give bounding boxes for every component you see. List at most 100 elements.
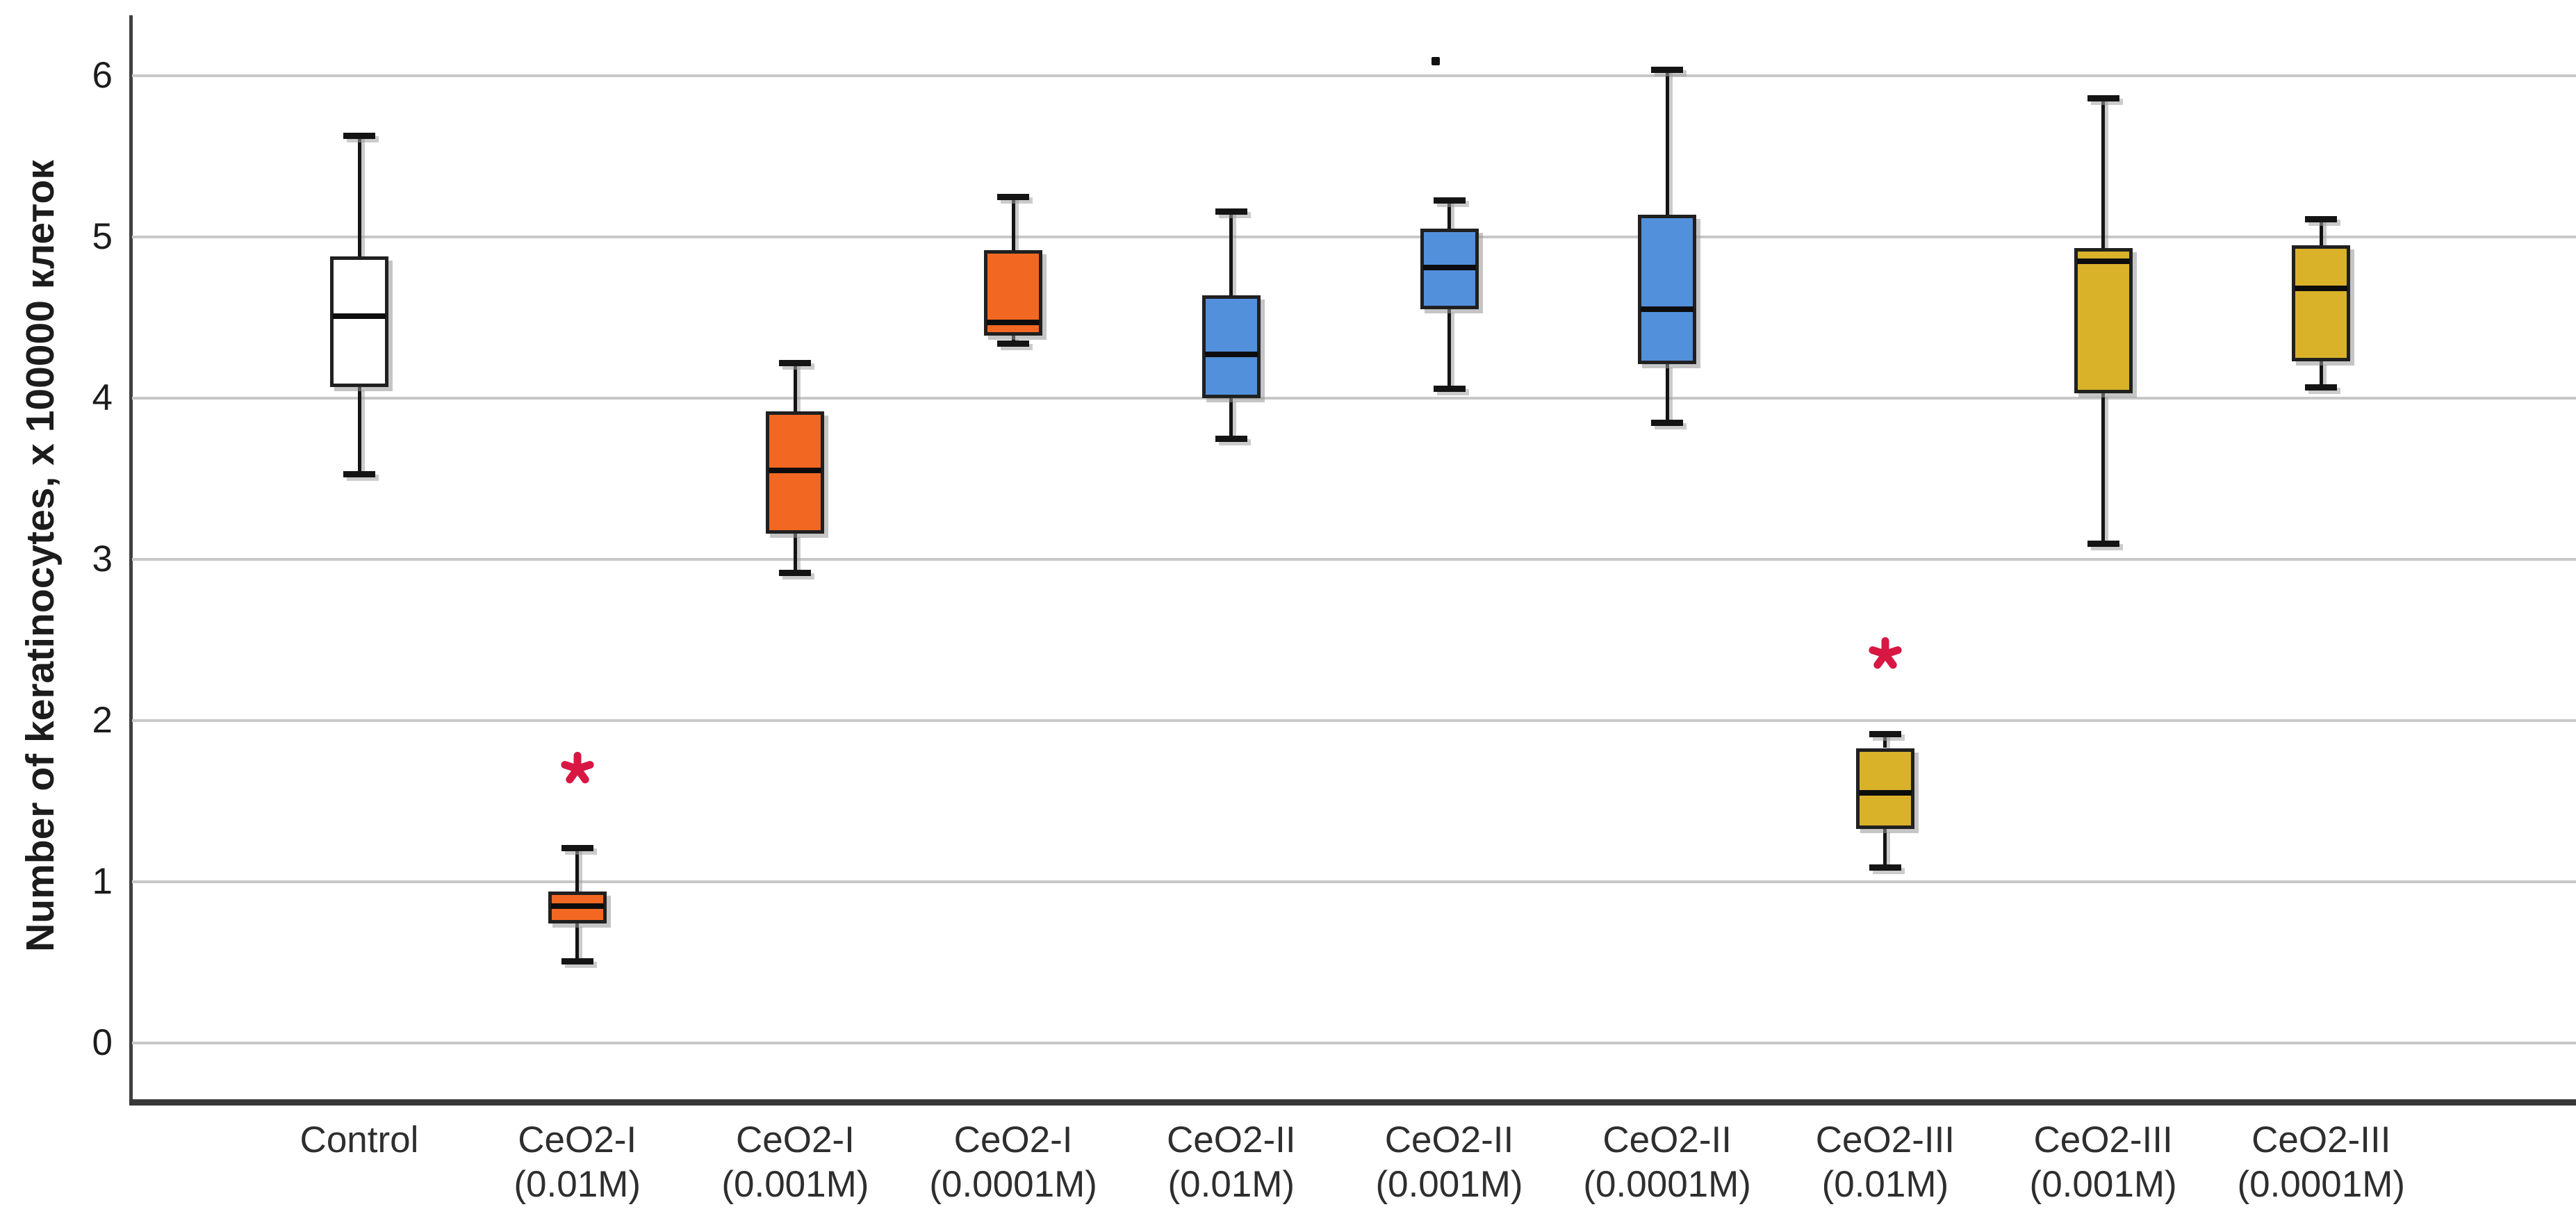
whisker-cap-bottom bbox=[1433, 386, 1466, 393]
whisker-cap-bottom bbox=[343, 471, 375, 478]
x-label-line2: (0.0001M) bbox=[2237, 1164, 2406, 1205]
whisker-lower bbox=[1665, 364, 1669, 422]
median-line bbox=[987, 319, 1040, 325]
median-line bbox=[769, 468, 822, 474]
x-label-line1: CeO2-III bbox=[1815, 1119, 1955, 1160]
box-ceo2-iii-0.01M bbox=[1855, 748, 1914, 829]
whisker-cap-top bbox=[2305, 216, 2338, 223]
whisker-upper bbox=[2319, 219, 2323, 245]
whisker-lower bbox=[793, 533, 797, 573]
y-tick-label-2: 2 bbox=[92, 700, 113, 741]
gridline-y-2 bbox=[132, 719, 2576, 723]
whisker-lower bbox=[357, 386, 361, 475]
whisker-lower bbox=[575, 923, 580, 961]
box-control bbox=[330, 256, 388, 387]
x-label-line2: (0.001M) bbox=[1375, 1164, 1523, 1205]
whisker-cap-bottom bbox=[1869, 864, 1901, 871]
median-line bbox=[2076, 258, 2130, 264]
whisker-upper bbox=[2101, 98, 2106, 249]
whisker-cap-bottom bbox=[1215, 436, 1247, 443]
star-icon bbox=[1869, 637, 1902, 669]
y-axis-line bbox=[129, 15, 133, 1104]
x-label-line2: (0.001M) bbox=[2029, 1164, 2177, 1205]
whisker-cap-top bbox=[779, 359, 812, 366]
whisker-cap-top bbox=[1433, 197, 1466, 204]
whisker-cap-bottom bbox=[779, 569, 812, 576]
median-line bbox=[1422, 265, 1476, 271]
x-axis-label-3: CeO2-I (0.001M) bbox=[687, 1118, 905, 1207]
box-ceo2-ii-0.01M bbox=[1201, 295, 1261, 399]
y-tick-label-1: 1 bbox=[92, 861, 113, 903]
x-label-line1: CeO2-I bbox=[735, 1119, 855, 1160]
x-label-line1: CeO2-I bbox=[518, 1119, 637, 1160]
box-ceo2-ii-0.0001M bbox=[1638, 214, 1697, 365]
gridline-y-0 bbox=[132, 1042, 2576, 1045]
x-axis-label-1: Control bbox=[250, 1118, 468, 1163]
median-line bbox=[1204, 352, 1258, 358]
whisker-cap-bottom bbox=[997, 340, 1030, 347]
gridline-y-3 bbox=[132, 558, 2576, 561]
whisker-upper bbox=[1011, 197, 1015, 250]
whisker-cap-top bbox=[997, 194, 1030, 200]
whisker-cap-top bbox=[343, 132, 375, 139]
gridline-y-1 bbox=[132, 880, 2576, 884]
whisker-upper bbox=[1447, 199, 1451, 229]
box-ceo2-iii-0.001M bbox=[2074, 248, 2133, 394]
plot-area: Control CeO2-I (0.01M) CeO2-I (0.001M) CeO2-I… bbox=[132, 17, 2576, 1205]
whisker-upper bbox=[575, 848, 580, 892]
outlier-dot bbox=[1431, 57, 1440, 66]
box-ceo2-iii-0.0001M bbox=[2292, 245, 2351, 361]
whisker-lower bbox=[1011, 335, 1015, 344]
gridline-y-5 bbox=[132, 236, 2576, 238]
significance-star bbox=[1868, 637, 1903, 675]
whisker-lower bbox=[1447, 309, 1451, 389]
whisker-lower bbox=[1229, 398, 1233, 439]
x-label-line1: CeO2-III bbox=[2251, 1119, 2391, 1160]
gridline-y-6 bbox=[132, 74, 2576, 77]
whisker-lower bbox=[1883, 828, 1887, 868]
significance-star bbox=[560, 751, 595, 789]
median-line bbox=[2295, 286, 2348, 292]
y-tick-label-3: 3 bbox=[92, 539, 113, 580]
x-label-line1: CeO2-II bbox=[1167, 1119, 1296, 1160]
x-label-line1: CeO2-III bbox=[2033, 1119, 2173, 1160]
x-label-line1: CeO2-II bbox=[1602, 1119, 1732, 1160]
whisker-cap-bottom bbox=[2087, 540, 2119, 547]
x-axis-label-7: CeO2-II (0.0001M) bbox=[1558, 1118, 1776, 1207]
x-label-line2: (0.01M) bbox=[1167, 1164, 1295, 1205]
whisker-upper bbox=[1665, 69, 1669, 215]
whisker-cap-bottom bbox=[561, 958, 593, 964]
whisker-lower bbox=[2319, 361, 2323, 387]
x-axis-label-2: CeO2-I (0.01M) bbox=[468, 1118, 687, 1207]
whisker-cap-top bbox=[1651, 66, 1684, 73]
y-tick-label-6: 6 bbox=[92, 54, 113, 96]
whisker-upper bbox=[1883, 733, 1887, 748]
whisker-upper bbox=[793, 362, 797, 411]
x-label-line1: CeO2-I bbox=[953, 1119, 1073, 1160]
x-axis-line bbox=[129, 1099, 2576, 1106]
x-label-line2: (0.0001M) bbox=[929, 1164, 1097, 1205]
star-icon bbox=[561, 751, 594, 784]
x-axis-label-5: CeO2-II (0.01M) bbox=[1122, 1118, 1340, 1207]
x-label-line2: (0.0001M) bbox=[1583, 1164, 1751, 1205]
whisker-cap-top bbox=[1215, 208, 1247, 215]
x-label-line2: (0.01M) bbox=[1821, 1164, 1949, 1205]
x-label-line2: (0.01M) bbox=[514, 1164, 641, 1205]
whisker-cap-bottom bbox=[1651, 419, 1684, 426]
whisker-lower bbox=[2101, 393, 2106, 543]
median-line bbox=[1641, 306, 1694, 313]
x-label-line2: (0.001M) bbox=[721, 1164, 869, 1205]
x-axis-label-6: CeO2-II (0.001M) bbox=[1340, 1118, 1559, 1207]
x-label-line1: Control bbox=[300, 1119, 419, 1160]
y-tick-label-5: 5 bbox=[92, 216, 113, 257]
median-line bbox=[550, 903, 604, 909]
whisker-cap-top bbox=[2087, 95, 2119, 102]
median-line bbox=[333, 313, 386, 319]
whisker-cap-top bbox=[561, 845, 593, 852]
y-tick-label-0: 0 bbox=[92, 1022, 113, 1064]
gridline-y-4 bbox=[132, 397, 2576, 400]
x-axis-label-9: CeO2-III (0.001M) bbox=[1994, 1118, 2213, 1207]
median-line bbox=[1858, 790, 1912, 796]
x-axis-label-4: CeO2-I (0.0001M) bbox=[904, 1118, 1122, 1207]
